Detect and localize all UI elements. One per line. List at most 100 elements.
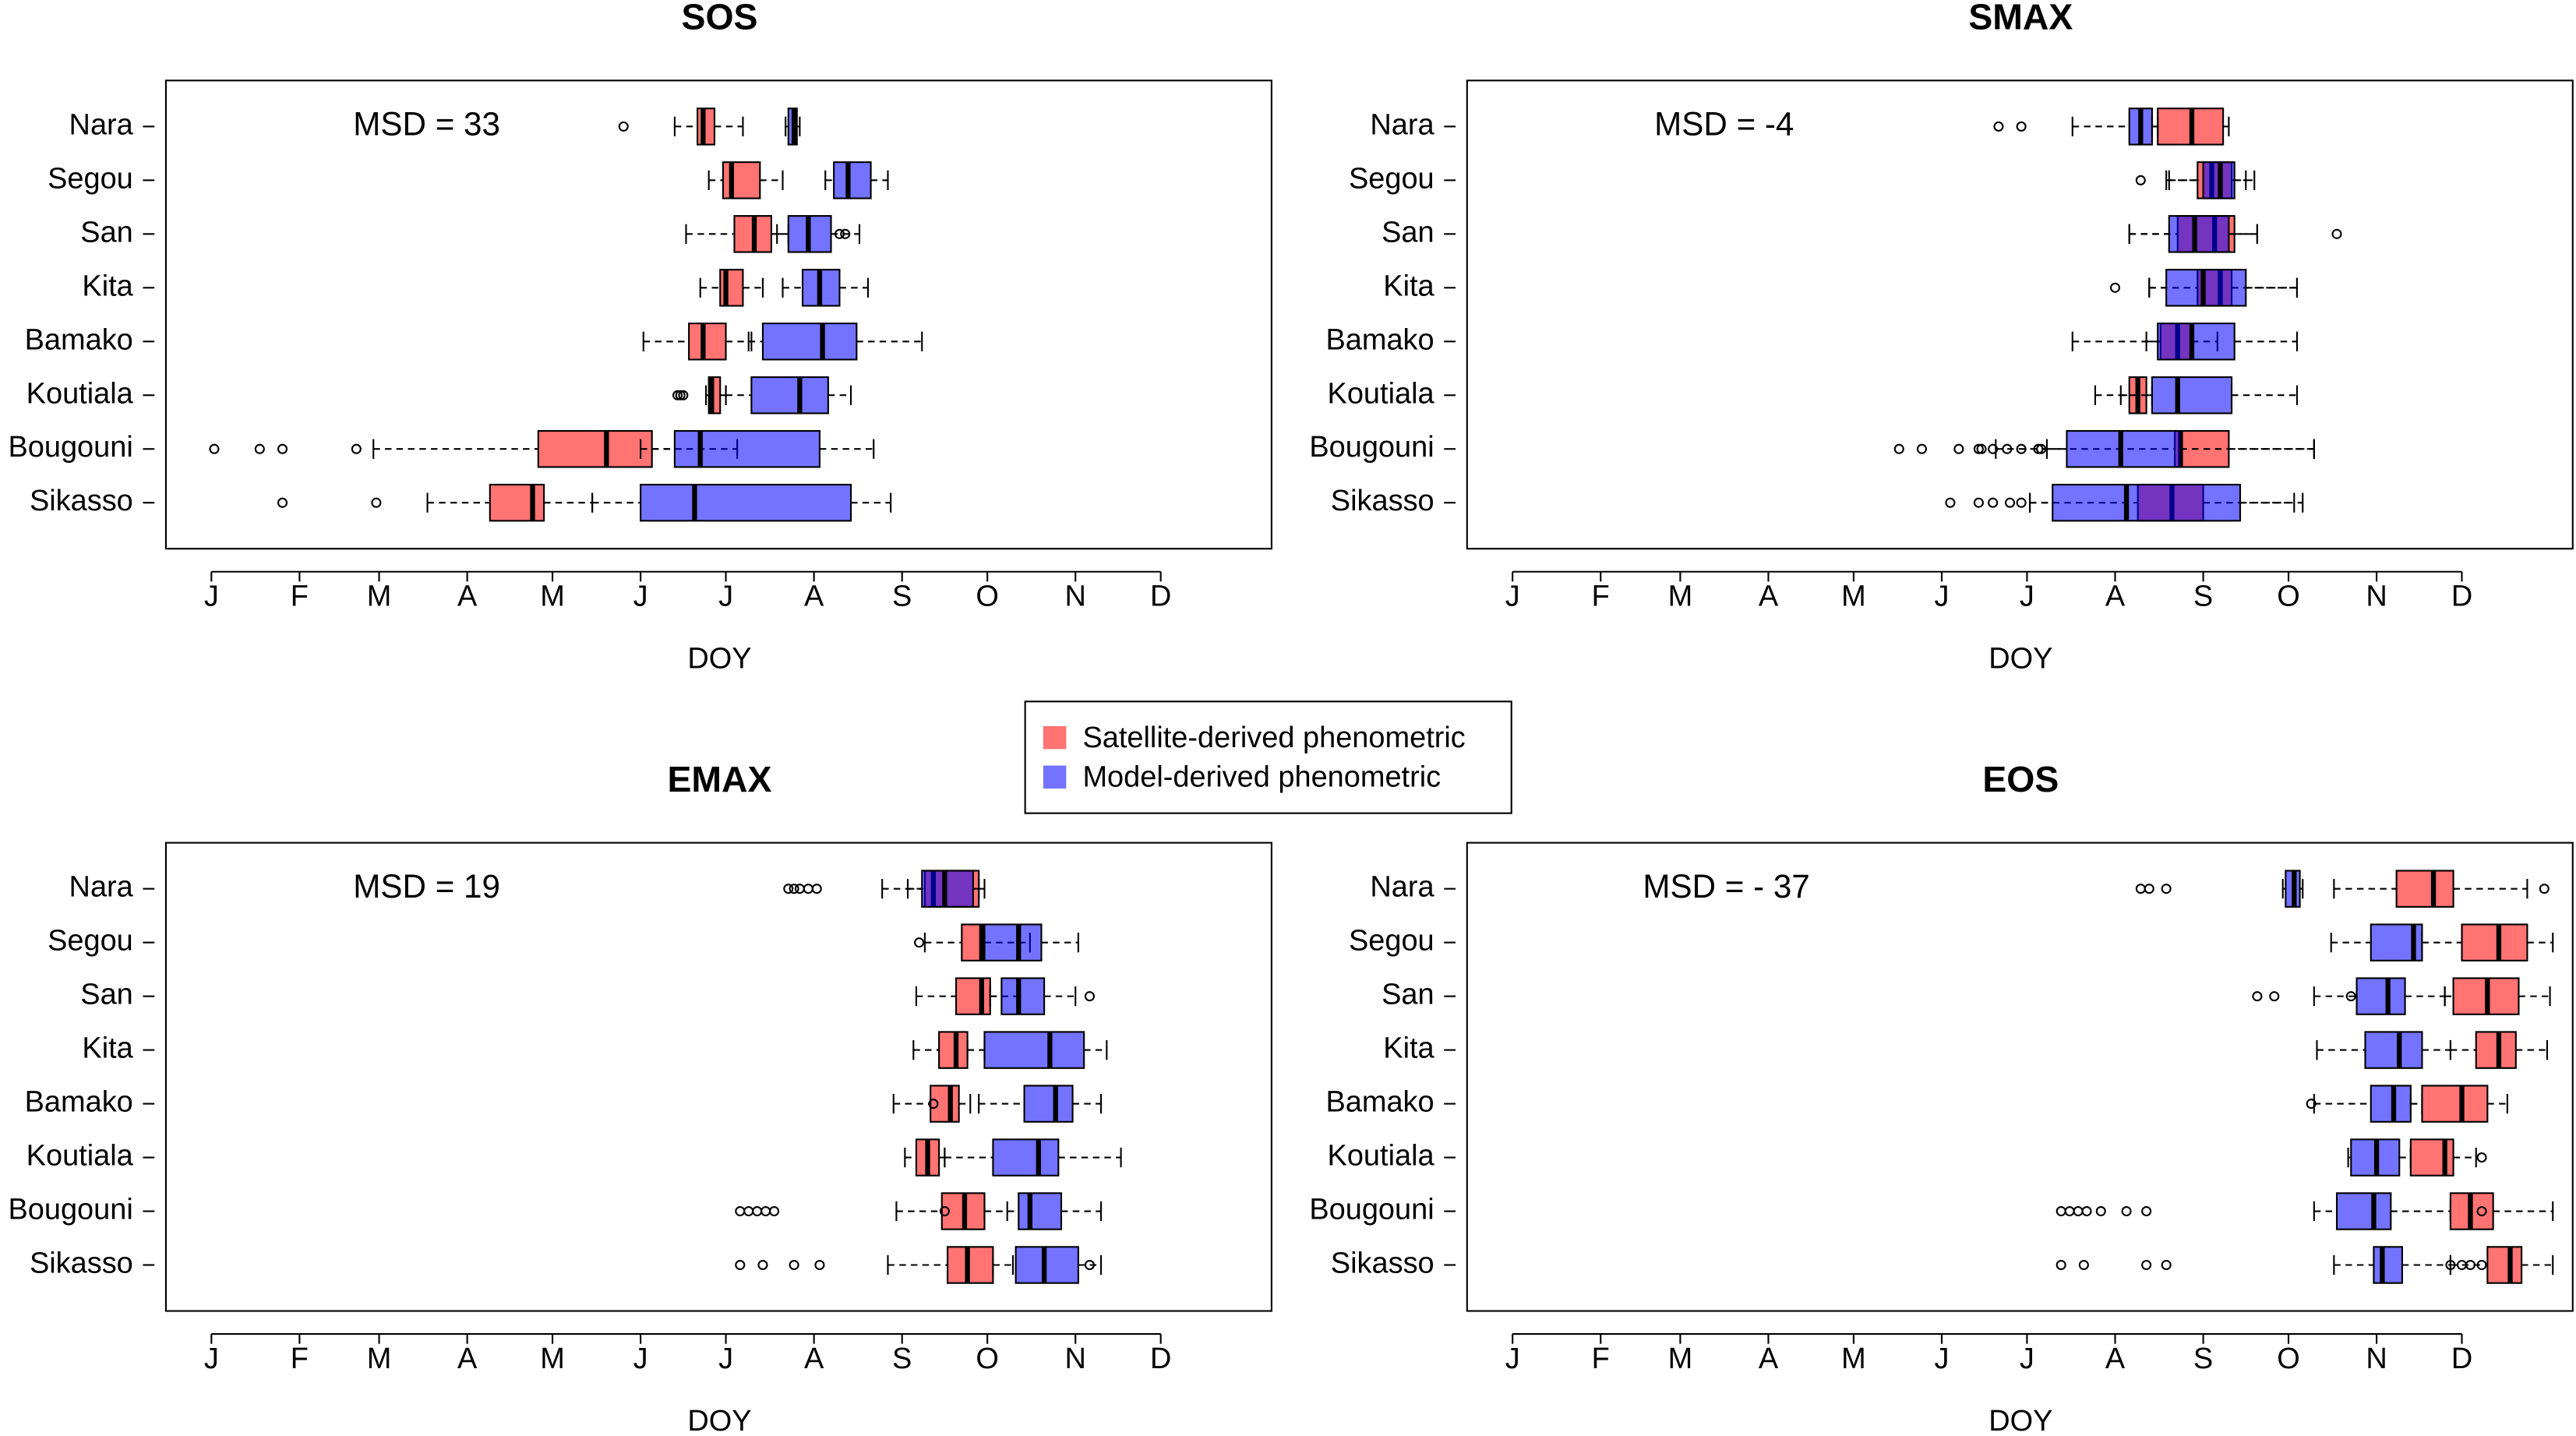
x-axis-label: DOY xyxy=(1988,643,2052,676)
x-tick-label: A xyxy=(1759,1343,1779,1375)
outlier xyxy=(2161,884,2172,894)
box xyxy=(640,483,852,522)
y-tick-label: San xyxy=(80,216,133,249)
y-tick-label: Kita xyxy=(1383,270,1434,302)
outlier xyxy=(1893,443,1904,454)
x-tick-label: O xyxy=(976,1343,999,1375)
outlier xyxy=(277,443,288,454)
legend-frame xyxy=(1024,700,1512,814)
outlier xyxy=(2539,884,2550,894)
y-tick-label: Sikasso xyxy=(1331,485,1434,517)
box xyxy=(2486,1246,2523,1284)
x-tick-label: J xyxy=(204,580,219,613)
legend-swatch xyxy=(1043,725,1067,750)
outlier xyxy=(2016,443,2027,454)
outlier xyxy=(672,390,683,400)
box xyxy=(930,1085,960,1123)
x-tick-label: D xyxy=(2451,580,2472,613)
outlier xyxy=(789,1259,799,1271)
x-tick-label: M xyxy=(1841,1343,1866,1375)
outlier xyxy=(2269,991,2280,1002)
outlier xyxy=(2306,1099,2317,1110)
outlier xyxy=(2252,991,2263,1002)
outlier xyxy=(2056,1259,2066,1271)
x-tick-label: A xyxy=(1759,580,1779,613)
outlier xyxy=(2144,884,2154,894)
outlier xyxy=(1916,443,1927,454)
x-axis-label: DOY xyxy=(687,1405,751,1436)
plot-frame xyxy=(1466,841,2574,1312)
box xyxy=(2168,215,2230,253)
outlier xyxy=(1976,443,1987,454)
x-axis-label: DOY xyxy=(1988,1405,2052,1436)
box xyxy=(2395,870,2454,908)
box xyxy=(489,483,545,522)
box xyxy=(983,1031,1085,1069)
legend: Satellite-derived phenometric Model-deri… xyxy=(1024,700,1512,814)
y-tick-label: Segou xyxy=(48,925,133,958)
outlier xyxy=(2081,1205,2092,1217)
x-tick-label: M xyxy=(540,580,565,613)
outlier xyxy=(1084,1259,1095,1271)
x-tick-label: D xyxy=(1150,1343,1171,1375)
box xyxy=(2151,376,2233,415)
box xyxy=(938,1031,969,1069)
x-tick-label: N xyxy=(1065,580,1086,613)
x-tick-label: N xyxy=(2366,580,2387,613)
outlier xyxy=(760,1205,771,1217)
box xyxy=(673,429,820,468)
x-tick-label: A xyxy=(2105,1343,2126,1375)
box xyxy=(1015,1246,1079,1284)
box xyxy=(2370,1085,2412,1123)
box xyxy=(2421,1085,2489,1123)
outlier xyxy=(618,121,629,132)
y-tick-label: Bamako xyxy=(25,323,133,356)
annotation: MSD = - 37 xyxy=(1643,868,1809,905)
outlier xyxy=(2109,282,2121,293)
outlier xyxy=(2141,1205,2152,1217)
box xyxy=(1000,977,1046,1015)
x-tick-label: J xyxy=(1935,1343,1950,1375)
legend-label: Model-derived phenometric xyxy=(1082,760,1441,793)
x-tick-label: M xyxy=(367,1343,392,1375)
outlier xyxy=(1973,443,1984,454)
x-tick-label: M xyxy=(367,580,392,613)
y-tick-label: Bougouni xyxy=(1309,1194,1434,1226)
x-tick-label: F xyxy=(1592,580,1610,613)
box xyxy=(697,108,716,146)
outlier xyxy=(2064,1205,2075,1217)
box xyxy=(761,323,858,361)
outlier xyxy=(1993,121,2004,132)
y-tick-label: Segou xyxy=(1349,925,1434,958)
legend-swatch xyxy=(1043,765,1067,789)
outlier xyxy=(1953,443,1964,454)
outlier xyxy=(1084,991,1095,1002)
y-tick-label: Sikasso xyxy=(1331,1247,1434,1280)
x-tick-label: J xyxy=(204,1343,219,1375)
y-tick-label: Koutiala xyxy=(1328,1140,1435,1173)
y-tick-label: Bamako xyxy=(25,1086,133,1119)
y-tick-label: Nara xyxy=(1370,108,1434,141)
x-tick-label: J xyxy=(1505,1343,1520,1375)
outlier xyxy=(752,1205,763,1217)
box xyxy=(750,376,829,415)
outlier xyxy=(769,1205,780,1217)
x-tick-label: J xyxy=(1505,580,1520,613)
panel-title: EMAX xyxy=(667,759,771,799)
box xyxy=(537,429,653,468)
x-tick-label: A xyxy=(804,1343,824,1375)
outlier xyxy=(735,1259,746,1271)
y-tick-label: Kita xyxy=(82,1032,133,1065)
y-tick-label: Bamako xyxy=(1325,1086,1434,1119)
y-tick-label: Nara xyxy=(1370,871,1434,904)
outlier xyxy=(2345,991,2356,1002)
y-tick-label: Sikasso xyxy=(30,485,133,517)
outlier xyxy=(351,443,362,454)
outlier xyxy=(277,497,288,508)
outlier xyxy=(254,443,265,454)
outlier xyxy=(1973,497,1984,508)
box xyxy=(1018,1192,1063,1230)
y-tick-label: Sikasso xyxy=(30,1247,133,1280)
outlier xyxy=(2078,1259,2089,1271)
